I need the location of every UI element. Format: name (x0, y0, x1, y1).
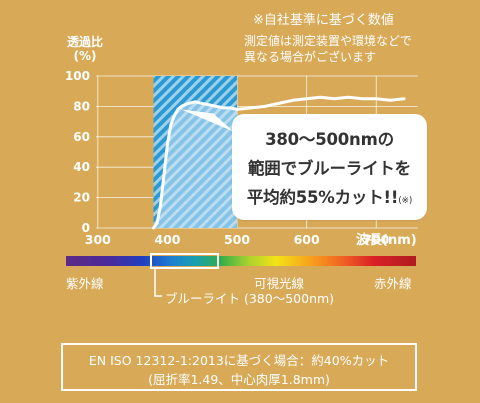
spectrum-bar (66, 256, 416, 266)
y-tick-label: 100 (65, 69, 90, 83)
transmittance-chart: 0 20 40 60 80 100 300 400 500 600 700 (65, 69, 418, 297)
y-tick-label: 40 (73, 160, 90, 174)
bluelight-range-box (150, 253, 219, 269)
callout-line1: 380～500nmの (265, 130, 394, 149)
curve-fill-band (153, 101, 238, 228)
y-tick-label: 60 (73, 130, 90, 144)
transmittance-curve (152, 95, 406, 230)
iso-line2: (屈折率1.49、中心肉厚1.8mm) (148, 372, 330, 387)
own-standard-note: ※自社基準に基づく数値 (253, 13, 394, 28)
bluelight-label: ブルーライト (380～500nm) (165, 291, 335, 306)
x-tick-label: 700 (363, 232, 389, 247)
y-tick-label: 80 (73, 99, 90, 113)
iso-line1: EN ISO 12312-1:2013に基づく場合：約40%カット (88, 353, 390, 368)
x-tick-label: 400 (154, 232, 180, 247)
measurement-note-line1: 測定値は測定装置や環境などで (244, 34, 412, 48)
callout-note-mark: (※) (398, 196, 413, 206)
x-tick-label: 600 (294, 232, 320, 247)
x-tick-label: 300 (85, 232, 111, 247)
transmittance-line (152, 95, 406, 230)
visible-light-label: 可視光線 (254, 276, 305, 291)
callout-pointer (181, 109, 234, 132)
y-tick-label: 20 (73, 191, 90, 205)
ir-label: 赤外線 (374, 276, 412, 291)
bluelight-label-pointer (154, 268, 162, 297)
callout-line2: 範囲でブルーライトを (247, 159, 411, 178)
callout-pointer-shape (181, 109, 234, 132)
y-axis-label: 透過比 (66, 35, 103, 49)
x-tick-label: 500 (224, 232, 250, 247)
axis-ticks: 0 20 40 60 80 100 300 400 500 600 700 (65, 69, 390, 247)
callout-line3: 平均約55%カット!!(※) (246, 188, 413, 207)
uv-label: 紫外線 (66, 276, 104, 291)
x-axis-label: 波長(nm) (356, 233, 417, 248)
measurement-note-line2: 異なる場合がございます (244, 50, 377, 64)
iso-standard-box: EN ISO 12312-1:2013に基づく場合：約40%カット (屈折率1.… (61, 343, 417, 391)
y-axis-unit: (%) (73, 49, 97, 63)
blue-light-cut-callout: 380～500nmの 範囲でブルーライトを 平均約55%カット!!(※) (232, 114, 427, 220)
y-tick-label: 0 (82, 221, 90, 235)
